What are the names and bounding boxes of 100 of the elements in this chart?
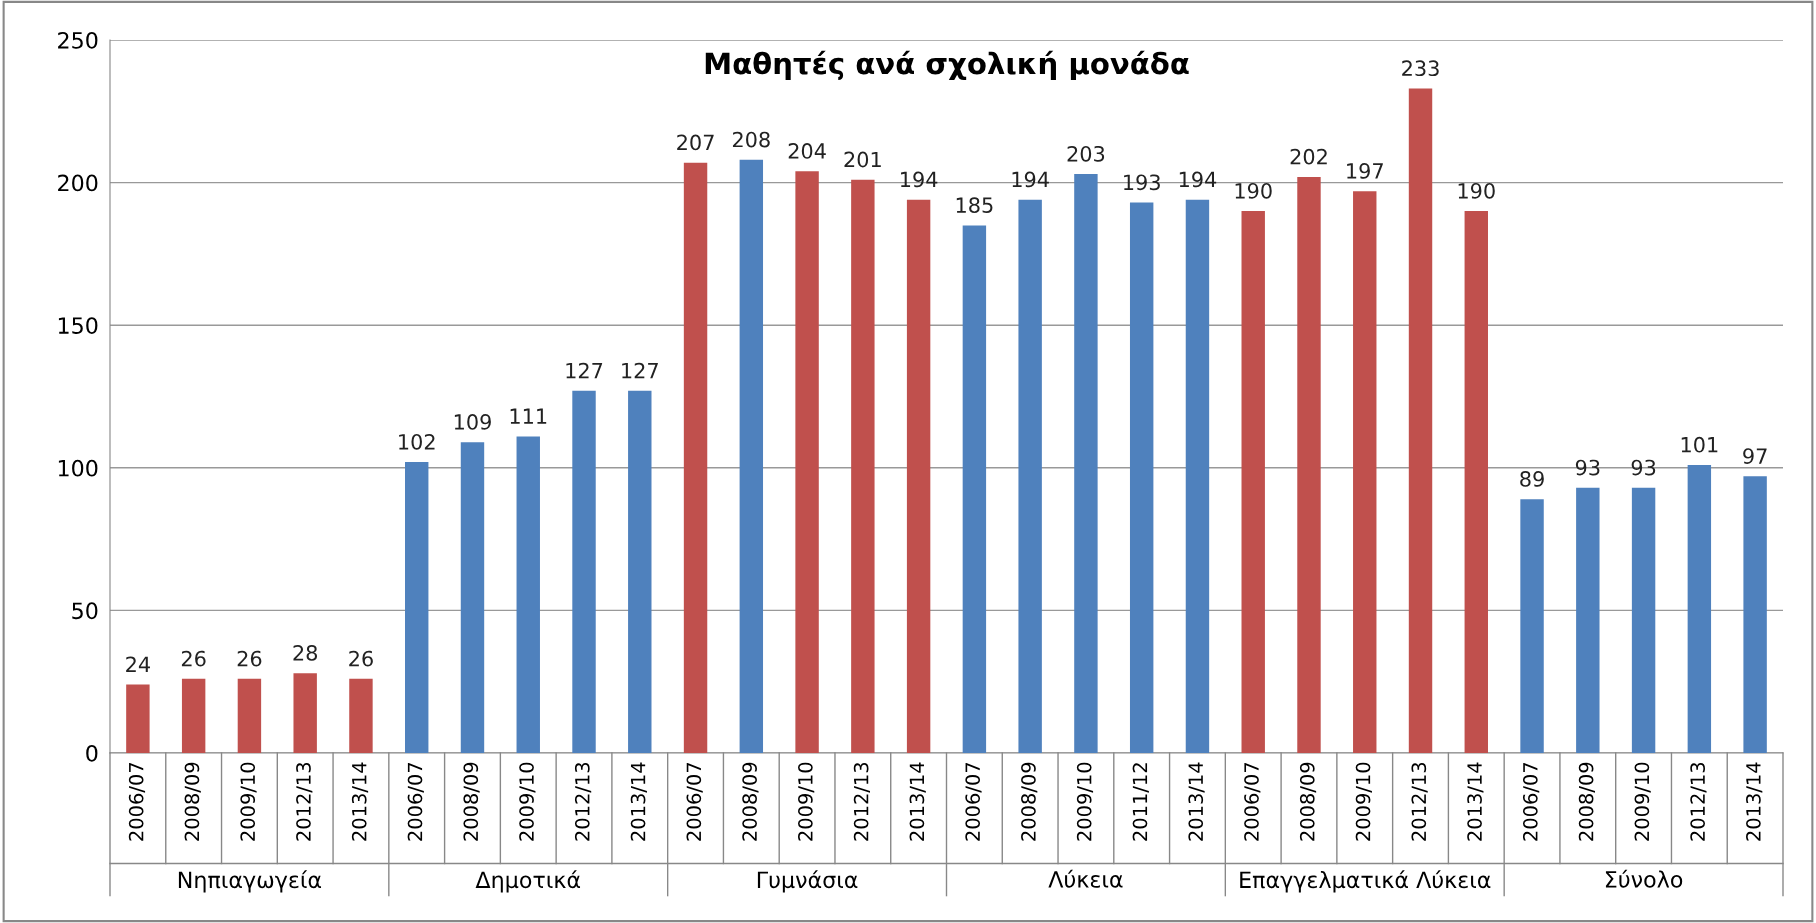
- data-label: 127: [566, 362, 603, 379]
- x-tick-label: 2013/14: [351, 762, 369, 841]
- x-tick-label: 2008/09: [1299, 762, 1317, 841]
- bar: [1353, 191, 1377, 753]
- bar: [1687, 464, 1712, 753]
- bar: [1241, 211, 1265, 753]
- text: Δημοτικά: [475, 870, 581, 893]
- data-label: 194: [901, 171, 938, 188]
- text: Επαγγελματικά Λύκεια: [1240, 870, 1491, 893]
- bar: [739, 159, 764, 753]
- data-label: 194: [1179, 171, 1217, 188]
- data-label: 127: [622, 362, 658, 379]
- bar: [683, 162, 708, 753]
- bar: [1520, 499, 1544, 753]
- x-tick-label: 2006/07: [1522, 763, 1540, 841]
- bar: [1185, 199, 1210, 753]
- y-tick-label: 250: [58, 31, 98, 49]
- bar: [1743, 476, 1767, 753]
- x-tick-label: 2009/10: [240, 762, 257, 841]
- x-tick-label: 2006/07: [407, 763, 424, 841]
- bar: [1297, 176, 1321, 753]
- data-label: 201: [844, 151, 881, 168]
- x-tick-label: 2006/07: [965, 763, 982, 841]
- chart-title: Μαθητές ανά σχολική μονάδα: [705, 50, 1189, 81]
- bar: [1018, 199, 1042, 753]
- bar: [628, 390, 652, 753]
- data-label: 89: [1520, 471, 1544, 487]
- y-tick-label: 200: [58, 174, 98, 192]
- x-tick-label: 2006/07: [128, 763, 146, 841]
- bar: [1631, 487, 1656, 753]
- x-tick-label: 2008/09: [1578, 762, 1595, 841]
- x-tick-label: 2009/10: [519, 762, 536, 841]
- data-label: 197: [1347, 163, 1383, 179]
- x-tick-label: 2013/14: [630, 762, 647, 841]
- x-tick-label: 2011/12: [1132, 763, 1149, 841]
- bar: [572, 390, 596, 753]
- bar: [1074, 174, 1098, 753]
- x-tick-label: 2009/10: [1634, 762, 1651, 841]
- data-label: 202: [1290, 148, 1327, 165]
- bar: [851, 179, 875, 753]
- bar: [293, 673, 317, 753]
- bar: [349, 678, 373, 753]
- bar: [237, 678, 262, 753]
- bar: [962, 225, 987, 753]
- y-tick-label: 150: [58, 317, 98, 334]
- data-label: 193: [1124, 174, 1160, 191]
- x-tick-label: 2012/13: [1411, 762, 1428, 841]
- x-tick-label: 2012/13: [1690, 762, 1707, 841]
- data-label: 111: [510, 408, 547, 424]
- text: Λύκεια: [1048, 869, 1123, 888]
- data-label: 109: [454, 414, 491, 430]
- text: Νηπιαγωγεία: [178, 870, 322, 893]
- x-tick-label: 2012/13: [853, 762, 871, 841]
- data-label: 93: [1575, 459, 1600, 476]
- data-label: 28: [293, 645, 318, 661]
- y-tick-label: 50: [72, 602, 98, 620]
- bar: [181, 678, 206, 753]
- x-tick-label: 2008/09: [463, 762, 480, 841]
- bar: [1576, 487, 1600, 753]
- data-label: 190: [1458, 182, 1495, 199]
- data-label: 24: [126, 656, 150, 672]
- bar: [516, 436, 540, 753]
- bar: [1408, 88, 1433, 753]
- bar: [1129, 202, 1154, 753]
- bar: [460, 442, 485, 753]
- data-label: 203: [1067, 145, 1105, 162]
- x-tick-label: 2008/09: [742, 762, 759, 841]
- bar: [126, 684, 150, 753]
- x-tick-label: 2006/07: [1244, 763, 1261, 841]
- data-label: 93: [1631, 459, 1656, 476]
- x-tick-label: 2012/13: [296, 762, 313, 841]
- data-label: 26: [349, 650, 373, 667]
- x-tick-label: 2013/14: [1188, 762, 1205, 841]
- data-label: 190: [1235, 182, 1272, 199]
- data-label: 204: [788, 143, 826, 159]
- x-tick-label: 2006/07: [686, 763, 703, 841]
- text: Σύνολο: [1605, 869, 1683, 888]
- data-label: 185: [956, 197, 993, 214]
- y-tick-label: 0: [86, 744, 98, 762]
- x-tick-label: 2008/09: [184, 762, 201, 841]
- x-tick-label: 2013/14: [909, 762, 926, 841]
- data-label: 101: [1681, 436, 1718, 453]
- data-label: 233: [1402, 60, 1439, 77]
- x-tick-label: 2009/10: [798, 762, 815, 841]
- bar: [795, 171, 819, 753]
- x-tick-label: 2009/10: [1355, 762, 1372, 841]
- data-label: 97: [1743, 448, 1767, 464]
- data-label: 194: [1012, 171, 1049, 188]
- x-tick-label: 2012/13: [574, 762, 592, 841]
- x-tick-label: 2009/10: [1076, 762, 1094, 841]
- data-label: 102: [399, 433, 435, 450]
- data-label: 208: [732, 131, 770, 148]
- bar: [405, 462, 429, 753]
- bar: [1464, 211, 1488, 753]
- y-tick-label: 100: [58, 459, 98, 477]
- data-label: 26: [237, 650, 262, 667]
- data-label: 26: [181, 650, 206, 667]
- x-tick-label: 2008/09: [1021, 762, 1038, 841]
- data-label: 207: [677, 134, 714, 151]
- bar: [906, 199, 931, 753]
